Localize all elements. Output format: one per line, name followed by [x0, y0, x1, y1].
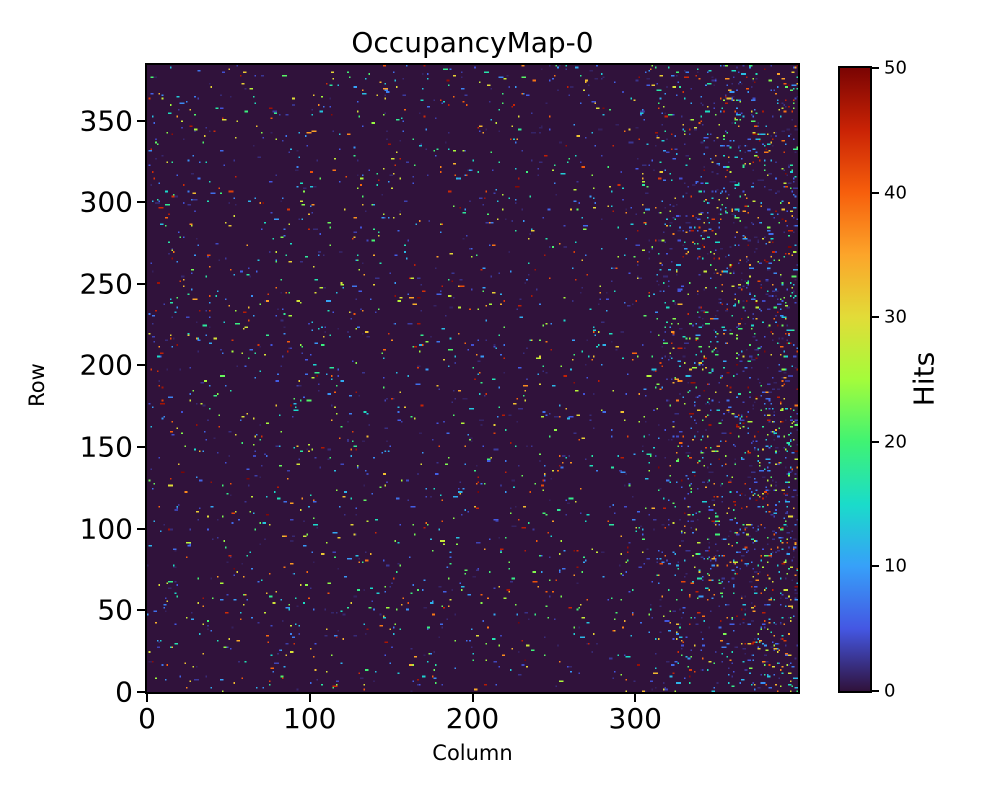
y-tick-mark	[137, 201, 145, 204]
y-tick-label: 300	[79, 185, 133, 219]
colorbar	[838, 66, 872, 693]
colorbar-tick-label: 10	[884, 555, 907, 577]
x-tick-mark	[634, 694, 637, 702]
y-tick-label: 250	[79, 267, 133, 301]
colorbar-tick-mark	[872, 191, 879, 194]
heatmap-canvas	[147, 65, 798, 692]
y-tick-label: 150	[79, 430, 133, 464]
y-tick-mark	[137, 609, 145, 612]
x-tick-label: 200	[445, 702, 500, 735]
colorbar-tick-label: 0	[884, 680, 896, 702]
colorbar-tick-label: 50	[884, 57, 907, 79]
y-tick-mark	[137, 119, 145, 122]
y-tick-label: 350	[79, 104, 133, 138]
colorbar-label: Hits	[907, 351, 941, 407]
chart-title: OccupancyMap-0	[351, 26, 594, 59]
x-tick-mark	[308, 694, 311, 702]
y-tick-label: 200	[79, 348, 133, 382]
y-tick-mark	[137, 691, 145, 693]
colorbar-tick-label: 40	[884, 182, 907, 204]
y-axis-label: Row	[25, 363, 49, 407]
y-tick-label: 50	[97, 593, 133, 627]
x-tick-mark	[471, 694, 474, 702]
colorbar-tick-label: 30	[884, 306, 907, 328]
y-tick-mark	[137, 364, 145, 367]
colorbar-gradient	[840, 68, 870, 691]
x-tick-label: 300	[608, 702, 662, 735]
x-tick-mark	[146, 694, 148, 702]
y-tick-label: 0	[115, 675, 133, 709]
plot-area	[145, 63, 800, 694]
y-tick-mark	[137, 282, 145, 285]
x-tick-label: 0	[138, 702, 156, 735]
colorbar-tick-mark	[872, 316, 879, 319]
colorbar-tick-mark	[872, 67, 879, 69]
colorbar-tick-mark	[872, 565, 879, 568]
y-tick-mark	[137, 446, 145, 449]
x-tick-label: 100	[283, 702, 337, 735]
colorbar-tick-label: 20	[884, 431, 907, 453]
y-tick-label: 100	[79, 512, 133, 546]
colorbar-tick-mark	[872, 440, 879, 443]
colorbar-tick-mark	[872, 690, 879, 692]
x-axis-label: Column	[432, 741, 513, 765]
y-tick-mark	[137, 527, 145, 530]
